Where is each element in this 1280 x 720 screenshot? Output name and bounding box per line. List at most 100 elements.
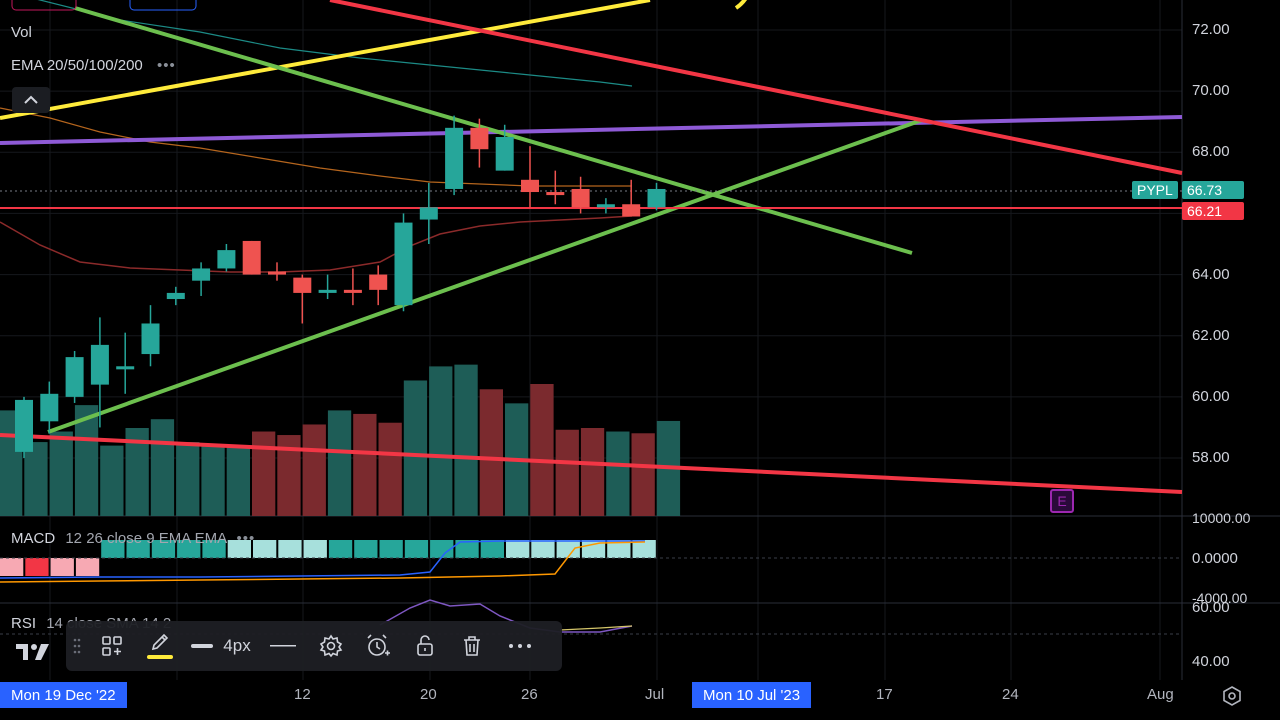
volume-bar xyxy=(580,428,605,516)
macd-histogram-bar xyxy=(253,540,277,558)
candlestick-series xyxy=(15,115,666,458)
trendline-red-lower[interactable] xyxy=(0,433,1183,494)
line-style-button[interactable] xyxy=(258,621,308,671)
macd-histogram-bar xyxy=(607,540,631,558)
crosshair-start-date: Mon 19 Dec '22 xyxy=(0,682,127,708)
trendline-yellow[interactable] xyxy=(0,0,651,120)
collapse-legend-button[interactable] xyxy=(12,87,50,113)
candle-body xyxy=(445,127,464,189)
drag-handle[interactable] xyxy=(66,621,88,671)
add-alert-button[interactable] xyxy=(354,621,402,671)
candle-body xyxy=(15,399,33,452)
macd-histogram-bar xyxy=(25,558,49,576)
symbol-tag: PYPL xyxy=(1132,181,1178,199)
tradingview-logo-icon[interactable] xyxy=(14,640,54,664)
candle-body xyxy=(394,222,413,306)
last-price-value: 66.73 xyxy=(1187,182,1223,198)
macd-scale-bottom: -4000.00 xyxy=(1192,590,1248,606)
chart-grid xyxy=(0,0,1182,680)
price-scale-label: 72.00 xyxy=(1192,21,1230,38)
line-color-swatch xyxy=(147,655,173,659)
line-price-tag: 66.21 xyxy=(1182,202,1244,220)
macd-histogram-bar xyxy=(430,540,454,558)
candle-body xyxy=(546,192,565,196)
volume-bar xyxy=(403,380,428,516)
candle-body xyxy=(495,137,514,171)
lock-button[interactable] xyxy=(402,621,448,671)
volume-bar xyxy=(100,445,124,516)
settings-gear-icon[interactable] xyxy=(1220,684,1244,708)
macd-histogram-bar xyxy=(151,540,176,558)
candle-body xyxy=(419,207,438,220)
line-width-icon xyxy=(191,644,214,648)
volume-bar xyxy=(74,405,99,516)
trendline-yellow-tail xyxy=(734,0,748,10)
volume-legend[interactable]: Vol xyxy=(11,24,32,41)
volume-bar xyxy=(226,445,250,516)
candle-body xyxy=(596,204,615,208)
trendline-green-ascending[interactable] xyxy=(47,118,923,434)
candle-body xyxy=(293,277,312,293)
rsi-scale-bottom: 40.00 xyxy=(1192,653,1230,670)
macd-histogram-bar xyxy=(632,540,656,558)
candle-body xyxy=(116,366,135,370)
price-scale-label: 70.00 xyxy=(1192,82,1230,100)
candle-body xyxy=(217,250,236,269)
macd-histogram xyxy=(0,540,656,576)
macd-histogram-bar xyxy=(75,558,100,576)
volume-bar xyxy=(479,389,503,516)
candle-body xyxy=(192,268,211,281)
ema-legend[interactable]: EMA 20/50/100/200 ••• xyxy=(11,57,176,74)
layout-icon xyxy=(102,636,122,656)
candle-body xyxy=(521,179,539,193)
top-left-button-1[interactable] xyxy=(11,0,77,11)
time-label-jul: Jul xyxy=(645,686,665,703)
candle-body xyxy=(65,357,84,397)
macd-histogram-bar xyxy=(303,540,327,558)
macd-legend[interactable]: MACD 12 26 close 9 EMA EMA ••• xyxy=(11,530,255,547)
earnings-marker[interactable] xyxy=(1050,489,1074,513)
drawing-toolbar[interactable]: 4px xyxy=(66,621,562,671)
volume-bar xyxy=(555,429,579,516)
macd-histogram-bar xyxy=(480,540,504,558)
line-color-button[interactable] xyxy=(136,621,184,671)
layout-button[interactable] xyxy=(88,621,136,671)
ema-50-line xyxy=(0,107,632,187)
delete-button[interactable] xyxy=(448,621,496,671)
crosshair-end-date-label: Mon 10 Jul '23 xyxy=(703,686,801,704)
volume-bar xyxy=(176,442,200,516)
more-button[interactable] xyxy=(496,621,544,671)
last-price-tag: 66.73 xyxy=(1182,181,1244,199)
unlock-icon xyxy=(417,635,433,656)
volume-bar xyxy=(49,431,73,516)
trendline-purple[interactable] xyxy=(0,115,1183,145)
volume-bar xyxy=(606,431,630,516)
macd-histogram-bar xyxy=(50,558,74,576)
trendline-green-descending[interactable] xyxy=(74,6,913,255)
trendline-red-upper[interactable] xyxy=(329,0,1183,175)
ema-legend-more[interactable]: ••• xyxy=(156,57,176,74)
line-width-button[interactable]: 4px xyxy=(184,621,258,671)
candle-body xyxy=(571,188,590,208)
candle-body xyxy=(90,344,109,385)
macd-histogram-bar xyxy=(278,540,302,558)
more-icon xyxy=(509,644,531,648)
settings-button[interactable] xyxy=(308,621,354,671)
price-scale-label: 62.00 xyxy=(1192,326,1230,344)
top-left-button-2[interactable] xyxy=(129,0,197,11)
candle-body xyxy=(369,274,388,290)
macd-histogram-bar xyxy=(126,540,150,558)
macd-legend-name: MACD xyxy=(11,530,56,547)
volume-legend-label: Vol xyxy=(11,24,32,41)
pencil-icon xyxy=(151,633,169,651)
time-label-aug: Aug xyxy=(1147,686,1174,703)
macd-legend-more[interactable]: ••• xyxy=(236,530,256,547)
macd-histogram-bar xyxy=(101,540,125,558)
volume-bar xyxy=(631,433,655,516)
candle-body xyxy=(622,204,641,217)
macd-scale-top: 10000.00 xyxy=(1192,510,1251,526)
macd-scale-zero: 0.0000 xyxy=(1192,550,1238,567)
macd-histogram-bar xyxy=(531,540,555,558)
volume-bar xyxy=(454,364,478,516)
